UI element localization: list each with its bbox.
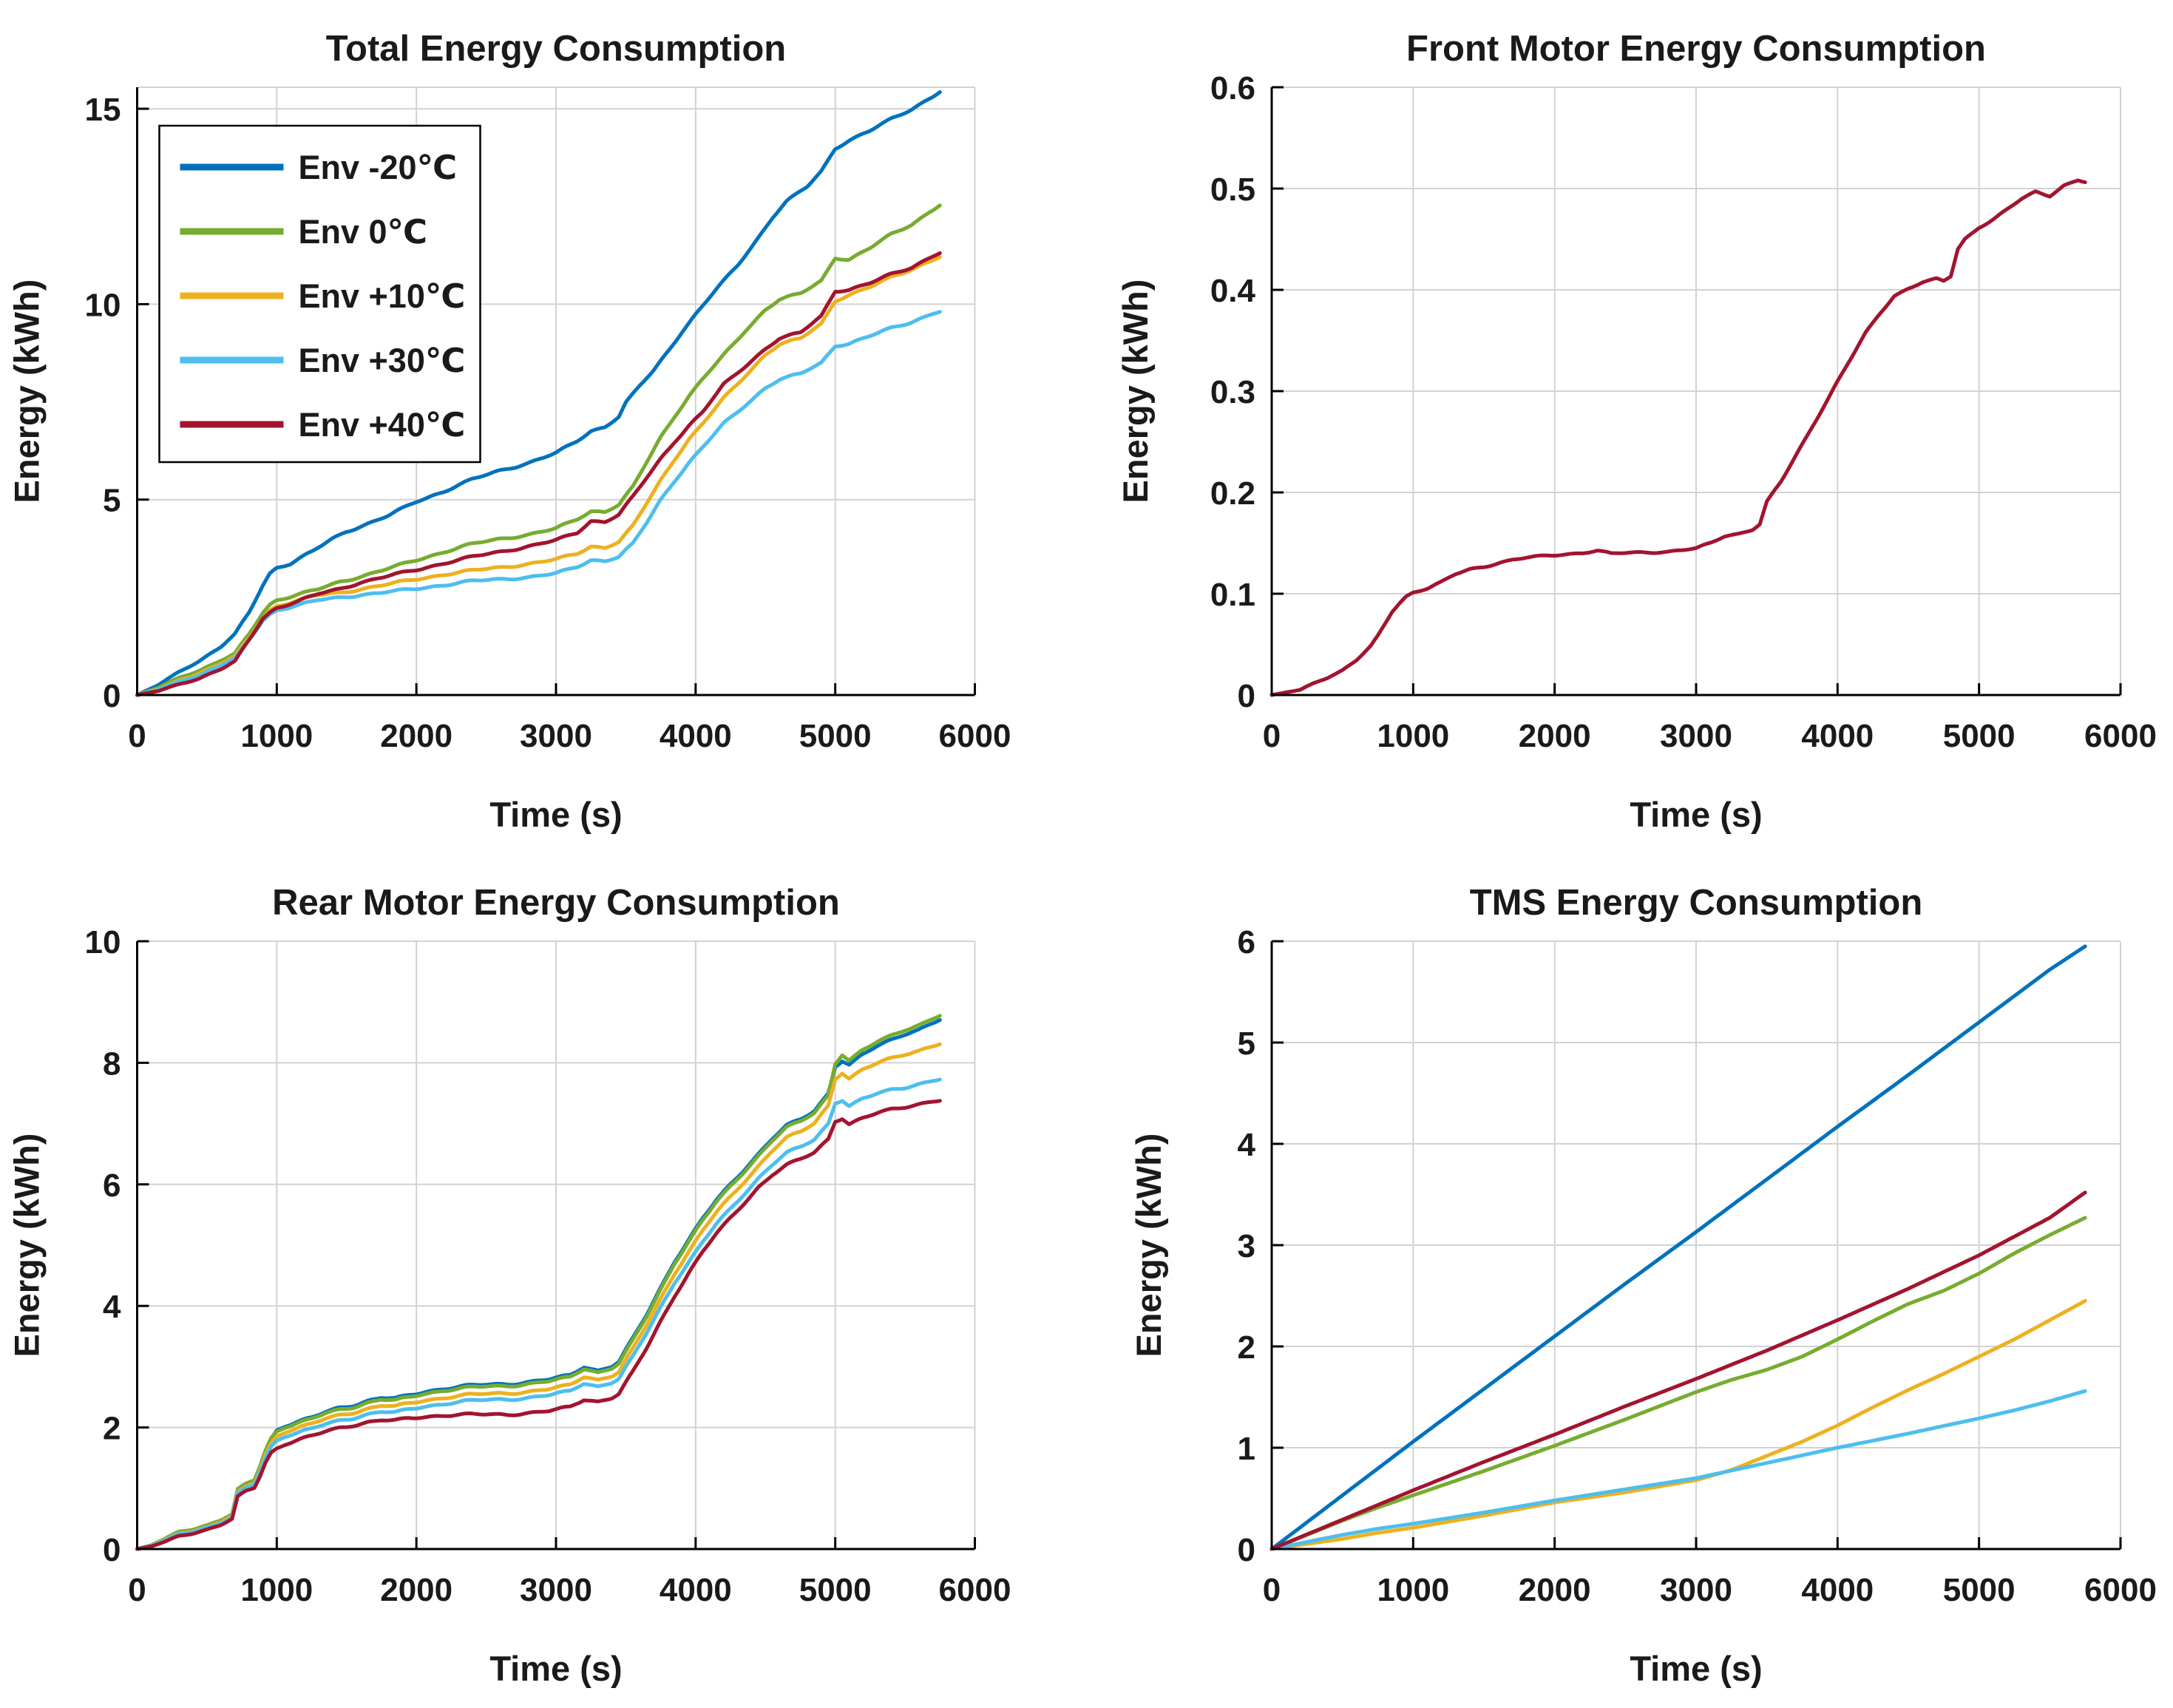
y-tick-label: 2 <box>103 1411 121 1447</box>
y-tick-label: 6 <box>1238 924 1255 960</box>
y-tick-label: 0.1 <box>1210 577 1255 613</box>
y-tick-label: 0.4 <box>1210 273 1256 309</box>
series-line-env-30 <box>1269 1389 2087 1551</box>
x-tick-label: 6000 <box>939 718 1011 754</box>
y-tick-label: 0.6 <box>1210 70 1255 106</box>
y-tick-label: 6 <box>103 1168 121 1204</box>
x-tick-label: 5000 <box>799 1572 872 1608</box>
x-tick-label: 2000 <box>1519 1572 1591 1608</box>
x-tick-label: 4000 <box>660 1572 732 1608</box>
y-tick-label: 5 <box>1238 1026 1255 1062</box>
y-tick-label: 4 <box>1238 1127 1256 1163</box>
x-tick-label: 4000 <box>1801 1572 1874 1608</box>
x-tick-label: 6000 <box>939 1572 1011 1608</box>
series-line-env-30 <box>135 1077 942 1551</box>
x-tick-label: 2000 <box>380 1572 452 1608</box>
legend-label-env-0: Env 0℃ <box>299 213 428 251</box>
series-line-env-40 <box>1269 1190 2087 1551</box>
x-tick-label: 1000 <box>1377 718 1449 754</box>
y-tick-label: 0 <box>103 1532 121 1568</box>
x-tick-label: 1000 <box>240 1572 313 1608</box>
y-tick-label: 0 <box>103 678 121 714</box>
y-tick-label: 5 <box>103 483 121 519</box>
y-tick-label: 0 <box>1238 678 1255 714</box>
x-tick-label: 4000 <box>660 718 732 754</box>
y-tick-label: 1 <box>1238 1431 1255 1467</box>
series-line-env-40 <box>135 251 942 697</box>
y-tick-label: 2 <box>1238 1329 1255 1366</box>
chart-title: Rear Motor Energy Consumption <box>272 883 840 923</box>
y-axis-label: Energy (kWh) <box>1129 1133 1168 1358</box>
y-axis-label: Energy (kWh) <box>7 1133 47 1358</box>
y-axis-label: Energy (kWh) <box>7 279 47 504</box>
series-line-env-0 <box>1269 1216 2087 1551</box>
series-line-env-0 <box>135 1014 942 1551</box>
x-tick-label: 3000 <box>1660 1572 1732 1608</box>
y-tick-label: 10 <box>85 924 121 960</box>
x-axis-label: Time (s) <box>489 1649 622 1688</box>
series-line-env-20 <box>135 90 942 697</box>
series-line-env-10 <box>1269 1298 2087 1551</box>
chart-tms-energy-consumption: 0 1000 2000 3000 4000 5000 6000 0 1 2 3 4 5 6 TMS Ener… <box>1087 854 2173 1708</box>
front-motor-chart-canvas: 0 1000 2000 3000 4000 5000 6000 0 0.1 0.2 0.3 0.4 0.… <box>1116 29 2157 834</box>
x-tick-label: 6000 <box>2084 1572 2157 1608</box>
y-tick-label: 0 <box>1238 1532 1255 1568</box>
y-tick-label: 4 <box>103 1289 121 1325</box>
y-tick-label: 0.2 <box>1210 475 1255 512</box>
y-tick-label: 15 <box>85 92 121 128</box>
x-tick-label: 3000 <box>520 718 592 754</box>
series-line-env-20 <box>1269 944 2087 1551</box>
x-tick-label: 3000 <box>520 1572 592 1608</box>
y-tick-label: 0.3 <box>1210 374 1255 410</box>
y-tick-label: 8 <box>103 1046 121 1082</box>
legend-label-env-20: Env -20℃ <box>299 149 458 186</box>
legend-label-env-10: Env +10℃ <box>299 277 466 315</box>
chart-title: Front Motor Energy Consumption <box>1406 29 1986 69</box>
chart-title: TMS Energy Consumption <box>1470 883 1923 923</box>
x-tick-label: 0 <box>1263 718 1281 754</box>
y-tick-label: 10 <box>85 287 121 323</box>
x-axis-label: Time (s) <box>1630 795 1762 834</box>
y-tick-label: 0.5 <box>1210 172 1255 208</box>
x-tick-label: 0 <box>1263 1572 1281 1608</box>
x-tick-label: 1000 <box>240 718 313 754</box>
x-tick-label: 5000 <box>799 718 872 754</box>
x-tick-label: 2000 <box>1519 718 1591 754</box>
series-line-env-0 <box>135 203 942 697</box>
chart-rear-motor-energy-consumption: 0 1000 2000 3000 4000 5000 6000 0 2 4 6 8 10 Rear Mot… <box>0 854 1087 1708</box>
legend: Env -20℃ Env 0℃ Env +10℃ Env +30℃ Env +40℃ <box>158 124 481 464</box>
chart-total-energy-consumption: 0 1000 2000 3000 4000 5000 6000 0 5 10 15 Total Ene… <box>0 0 1087 854</box>
x-tick-label: 1000 <box>1377 1572 1449 1608</box>
y-tick-label: 3 <box>1238 1228 1255 1264</box>
x-tick-label: 2000 <box>380 718 452 754</box>
chart-title: Total Energy Consumption <box>326 29 786 69</box>
x-tick-label: 5000 <box>1943 1572 2016 1608</box>
rear-motor-chart-canvas: 0 1000 2000 3000 4000 5000 6000 0 2 4 6 8 10 Rear Mot… <box>7 883 1011 1688</box>
chart-front-motor-energy-consumption: 0 1000 2000 3000 4000 5000 6000 0 0.1 0.2 0.3 0.4 0.… <box>1087 0 2173 854</box>
total-energy-chart-canvas: 0 1000 2000 3000 4000 5000 6000 0 5 10 15 Total Ene… <box>7 29 1011 834</box>
x-tick-label: 4000 <box>1801 718 1874 754</box>
x-axis-label: Time (s) <box>489 795 622 834</box>
legend-label-env-30: Env +30℃ <box>299 342 466 379</box>
series-line-env-40 <box>135 1099 942 1551</box>
x-tick-label: 0 <box>128 1572 146 1608</box>
x-tick-label: 0 <box>128 718 146 754</box>
x-axis-label: Time (s) <box>1630 1649 1762 1688</box>
series-line-env-40 <box>1269 178 2087 697</box>
x-tick-label: 5000 <box>1943 718 2016 754</box>
x-tick-label: 3000 <box>1660 718 1732 754</box>
x-tick-label: 6000 <box>2084 718 2157 754</box>
y-axis-label: Energy (kWh) <box>1116 279 1155 504</box>
legend-label-env-40: Env +40℃ <box>299 406 466 444</box>
tms-chart-canvas: 0 1000 2000 3000 4000 5000 6000 0 1 2 3 4 5 6 TMS Ener… <box>1129 883 2157 1688</box>
